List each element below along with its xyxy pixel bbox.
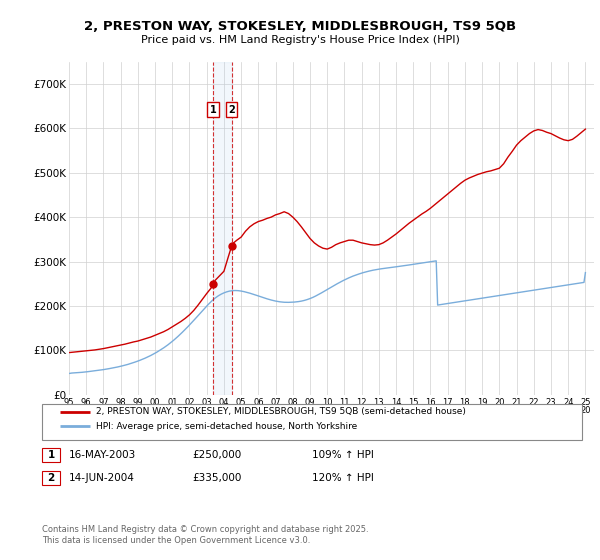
Text: HPI: Average price, semi-detached house, North Yorkshire: HPI: Average price, semi-detached house,… xyxy=(96,422,357,431)
Text: £250,000: £250,000 xyxy=(192,450,241,460)
Text: 16-MAY-2003: 16-MAY-2003 xyxy=(69,450,136,460)
Text: 2, PRESTON WAY, STOKESLEY, MIDDLESBROUGH, TS9 5QB: 2, PRESTON WAY, STOKESLEY, MIDDLESBROUGH… xyxy=(84,20,516,32)
Text: 1: 1 xyxy=(209,105,217,115)
Text: 109% ↑ HPI: 109% ↑ HPI xyxy=(312,450,374,460)
Text: 1: 1 xyxy=(47,450,55,460)
Text: Price paid vs. HM Land Registry's House Price Index (HPI): Price paid vs. HM Land Registry's House … xyxy=(140,35,460,45)
Text: 120% ↑ HPI: 120% ↑ HPI xyxy=(312,473,374,483)
Bar xyxy=(213,62,232,395)
Text: 14-JUN-2004: 14-JUN-2004 xyxy=(69,473,135,483)
Text: £335,000: £335,000 xyxy=(192,473,241,483)
Text: 2, PRESTON WAY, STOKESLEY, MIDDLESBROUGH, TS9 5QB (semi-detached house): 2, PRESTON WAY, STOKESLEY, MIDDLESBROUGH… xyxy=(96,407,466,417)
Text: 2: 2 xyxy=(228,105,235,115)
Text: Contains HM Land Registry data © Crown copyright and database right 2025.
This d: Contains HM Land Registry data © Crown c… xyxy=(42,525,368,545)
Text: 2: 2 xyxy=(47,473,55,483)
